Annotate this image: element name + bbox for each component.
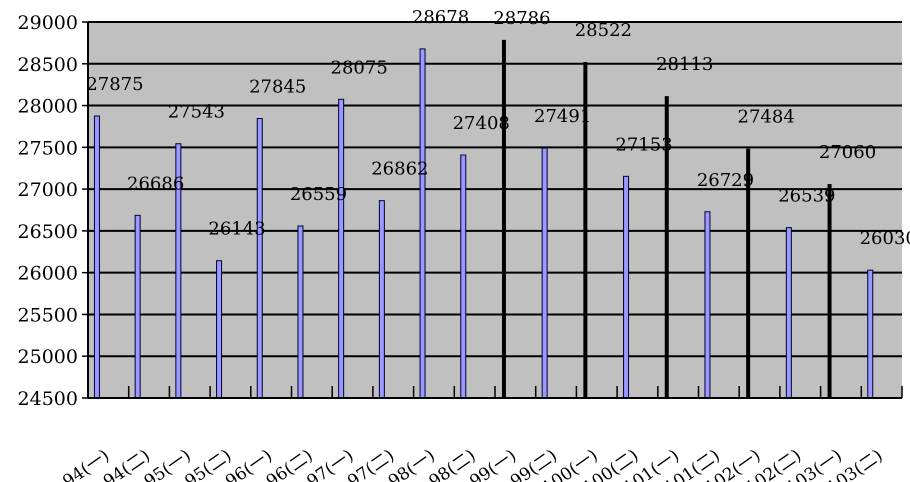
data-label: 28075 xyxy=(331,57,388,78)
data-label: 26686 xyxy=(127,173,184,194)
bar xyxy=(704,211,711,399)
y-tick-label: 26500 xyxy=(18,221,78,243)
data-label: 27845 xyxy=(249,77,306,98)
y-tick-label: 25500 xyxy=(18,304,78,326)
bar xyxy=(501,39,506,398)
data-label: 26143 xyxy=(208,219,265,240)
bar xyxy=(623,175,630,399)
y-tick-label: 28000 xyxy=(18,96,78,118)
data-label: 28678 xyxy=(412,7,469,28)
data-label: 28786 xyxy=(493,8,550,29)
y-tick-label: 24500 xyxy=(18,388,78,410)
bar xyxy=(583,61,588,399)
bar xyxy=(746,148,751,398)
bar xyxy=(460,154,467,399)
y-tick-label: 28500 xyxy=(18,54,78,76)
y-tick-label: 27500 xyxy=(18,137,78,159)
plot-area xyxy=(88,22,902,398)
bar xyxy=(867,269,874,399)
data-label: 26030 xyxy=(860,228,910,249)
bar xyxy=(338,98,345,399)
data-label: 27543 xyxy=(168,102,225,123)
bar xyxy=(216,260,223,399)
data-label: 27153 xyxy=(615,134,672,155)
data-label: 27484 xyxy=(738,107,795,128)
bar xyxy=(664,96,669,399)
data-label: 28113 xyxy=(656,54,713,75)
bar xyxy=(419,48,426,399)
bar xyxy=(541,147,548,399)
y-tick-label: 25000 xyxy=(18,346,78,368)
bar xyxy=(827,184,832,398)
data-label: 26539 xyxy=(778,186,835,207)
data-label: 26862 xyxy=(371,159,428,180)
data-label: 28522 xyxy=(575,20,632,41)
data-label: 27060 xyxy=(819,142,876,163)
bar xyxy=(256,118,263,399)
bar xyxy=(297,225,304,399)
data-label: 27875 xyxy=(86,74,143,95)
data-label: 27408 xyxy=(453,113,510,134)
y-tick-label: 26000 xyxy=(18,263,78,285)
bar xyxy=(378,200,385,399)
bar xyxy=(93,115,100,399)
data-label: 26729 xyxy=(697,170,754,191)
data-label: 27491 xyxy=(534,106,591,127)
data-label: 26559 xyxy=(290,184,347,205)
bar xyxy=(134,214,141,399)
y-tick-label: 29000 xyxy=(18,12,78,34)
bar xyxy=(785,227,792,399)
y-tick-label: 27000 xyxy=(18,179,78,201)
